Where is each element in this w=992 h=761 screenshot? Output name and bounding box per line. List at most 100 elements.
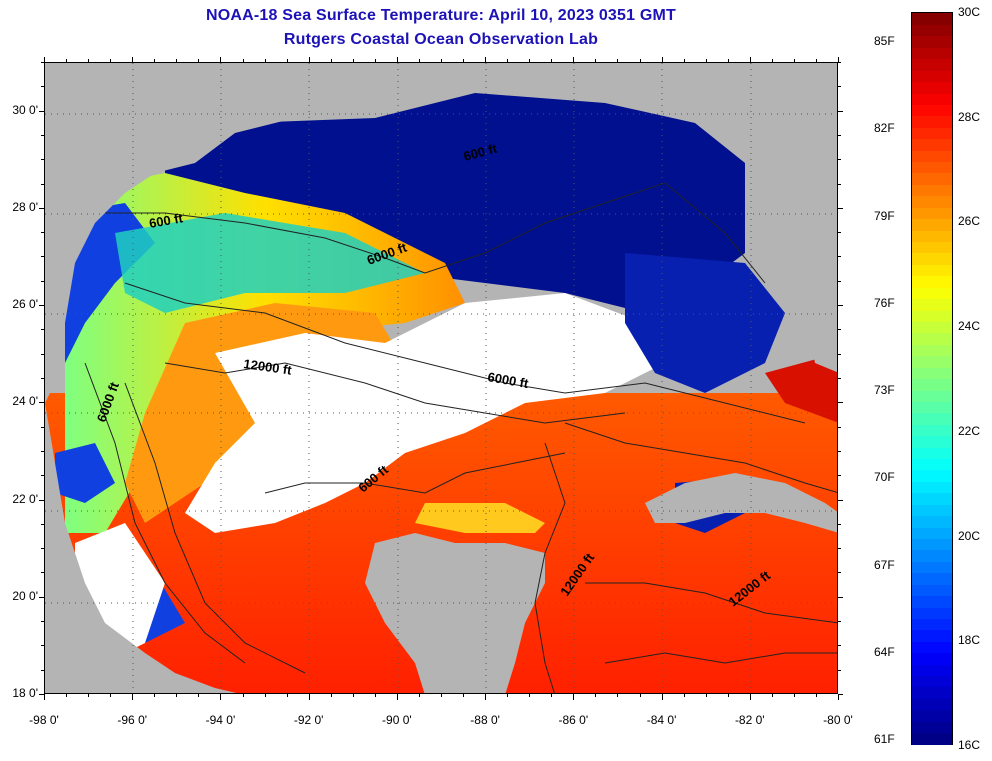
latitude-minor-tick	[41, 110, 44, 112]
colorbar-celsius-label: 26C	[958, 214, 981, 229]
longitude-minor-tick	[220, 694, 222, 697]
longitude-minor-tick	[683, 694, 685, 697]
colorbar-band	[912, 492, 952, 505]
longitude-minor-tick	[661, 694, 663, 697]
colorbar-fahrenheit-label: 76F	[874, 296, 895, 311]
colorbar-band	[912, 504, 952, 517]
longitude-minor-tick	[352, 59, 354, 62]
longitude-minor-tick	[507, 694, 509, 697]
latitude-minor-tick	[41, 207, 44, 209]
longitude-minor-tick	[308, 694, 310, 697]
longitude-tick-label: -84 0'	[646, 713, 677, 727]
longitude-minor-tick	[661, 59, 663, 62]
latitude-minor-tick	[41, 645, 44, 647]
latitude-minor-tick	[41, 353, 44, 355]
longitude-minor-tick	[683, 59, 685, 62]
colorbar-fahrenheit-label: 85F	[874, 34, 895, 49]
land-cuba	[645, 473, 837, 533]
latitude-minor-tick	[838, 450, 841, 452]
colorbar-band	[912, 138, 952, 151]
longitude-minor-tick	[838, 694, 839, 697]
longitude-minor-tick	[374, 694, 376, 697]
longitude-minor-tick	[507, 59, 509, 62]
longitude-minor-tick	[264, 694, 266, 697]
latitude-minor-tick	[838, 183, 841, 185]
longitude-minor-tick	[595, 59, 597, 62]
colorbar-band	[912, 526, 952, 539]
colorbar-fahrenheit-label: 79F	[874, 208, 895, 223]
colorbar-band	[912, 218, 952, 231]
colorbar-band	[912, 675, 952, 688]
latitude-minor-tick	[41, 572, 44, 574]
latitude-minor-tick	[838, 159, 841, 161]
latitude-minor-tick	[838, 499, 841, 501]
latitude-minor-tick	[838, 621, 841, 623]
longitude-minor-tick	[727, 694, 729, 697]
colorbar-band	[912, 561, 952, 574]
longitude-tick-label: -82 0'	[734, 713, 765, 727]
latitude-minor-tick	[41, 669, 44, 671]
contour-label: 12000 ft	[243, 356, 294, 378]
colorbar-band	[912, 150, 952, 163]
latitude-minor-tick	[41, 694, 44, 695]
longitude-tick-label: -86 0'	[558, 713, 589, 727]
longitude-minor-tick	[705, 59, 707, 62]
longitude-minor-tick	[66, 694, 68, 697]
longitude-minor-tick	[242, 59, 244, 62]
colorbar-band	[912, 355, 952, 368]
latitude-minor-tick	[838, 523, 841, 525]
longitude-minor-tick	[198, 694, 200, 697]
colorbar-celsius-label: 16C	[958, 738, 981, 752]
latitude-minor-tick	[41, 596, 44, 598]
longitude-tick	[838, 694, 839, 700]
colorbar-band	[912, 572, 952, 585]
colorbar-band	[912, 367, 952, 380]
latitude-tick-label: 22 0'	[12, 491, 38, 506]
latitude-minor-tick	[41, 523, 44, 525]
map-title: NOAA-18 Sea Surface Temperature: April 1…	[205, 7, 677, 24]
colorbar-band	[912, 92, 952, 105]
colorbar-band	[912, 606, 952, 619]
latitude-minor-tick	[838, 548, 841, 550]
colorbar-fahrenheit-label: 67F	[874, 557, 895, 572]
colorbar-celsius-label: 30C	[958, 5, 981, 19]
latitude-minor-tick	[41, 450, 44, 452]
longitude-tick	[132, 694, 134, 700]
colorbar-band	[912, 321, 952, 334]
colorbar-band	[912, 481, 952, 494]
graticule	[45, 63, 837, 693]
longitude-tick	[396, 694, 398, 700]
longitude-minor-tick	[617, 694, 619, 697]
latitude-minor-tick	[41, 183, 44, 185]
colorbar-band	[912, 584, 952, 597]
longitude-minor-tick	[396, 59, 398, 62]
latitude-minor-tick	[41, 402, 44, 404]
colorbar-band	[912, 389, 952, 402]
longitude-minor-tick	[154, 694, 156, 697]
colorbar-band	[912, 115, 952, 128]
colorbar-fahrenheit-label: 70F	[874, 470, 895, 485]
longitude-minor-tick	[242, 694, 244, 697]
colorbar-band	[912, 161, 952, 174]
latitude-minor-tick	[838, 378, 841, 379]
latitude-minor-tick	[838, 645, 841, 647]
colorbar-band	[912, 207, 952, 220]
longitude-minor-tick	[793, 59, 795, 62]
longitude-minor-tick	[220, 59, 222, 62]
colorbar-celsius-label: 20C	[958, 528, 981, 543]
map-subtitle: Rutgers Coastal Ocean Observation Lab	[283, 31, 599, 48]
sst-dark-red-east	[765, 353, 837, 423]
longitude-minor-tick	[551, 694, 553, 697]
longitude-minor-tick	[374, 59, 376, 62]
longitude-minor-tick	[727, 59, 729, 62]
colorbar-band	[912, 424, 952, 437]
colorbar-band	[912, 435, 952, 448]
latitude-tick-label: 28 0'	[12, 199, 38, 214]
longitude-tick	[573, 694, 575, 700]
latitude-minor-tick	[41, 475, 44, 477]
colorbar-band	[912, 81, 952, 94]
longitude-minor-tick	[176, 694, 178, 697]
latitude-tick-label: 24 0'	[12, 394, 38, 409]
colorbar-band	[912, 264, 952, 277]
colorbar-band	[912, 104, 952, 117]
